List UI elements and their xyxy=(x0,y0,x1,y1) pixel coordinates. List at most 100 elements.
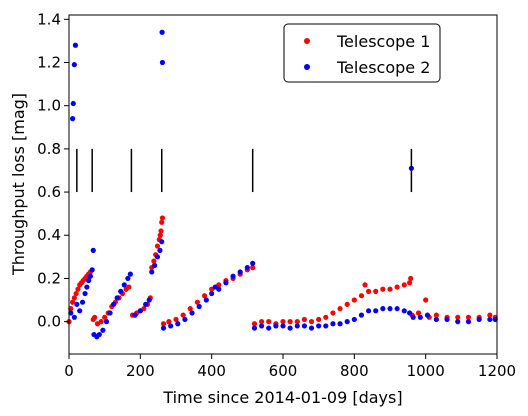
series-2-point-8 xyxy=(79,299,86,305)
series-2-point-47 xyxy=(216,286,222,292)
series-2-point-41 xyxy=(182,316,188,323)
series-1-point-55 xyxy=(259,319,265,325)
series-1-point-32 xyxy=(151,258,157,264)
y-tick-label-3: 0.6 xyxy=(37,183,61,201)
series-2-point-11 xyxy=(86,277,92,284)
series-1-point-36 xyxy=(157,232,163,238)
series-2-point-10 xyxy=(84,284,90,290)
series-2-point-78 xyxy=(417,314,423,320)
y-tick-label-4: 0.8 xyxy=(37,140,61,158)
series-1-point-40 xyxy=(160,321,167,327)
series-2-point-77 xyxy=(410,314,416,320)
series-2-point-31 xyxy=(149,269,155,275)
series-2-point-17 xyxy=(96,331,102,338)
series-2-point-79 xyxy=(424,312,431,318)
series-2-point-20 xyxy=(107,310,113,316)
series-1-point-44 xyxy=(187,306,193,312)
x-tick-label-2: 400 xyxy=(197,362,226,380)
vertical-markers xyxy=(76,148,413,193)
series-1-point-78 xyxy=(408,275,414,282)
series-2-point-54 xyxy=(259,323,265,329)
series-2-point-58 xyxy=(287,325,293,331)
series-2-point-64 xyxy=(330,321,336,327)
series-1-point-86 xyxy=(465,314,472,320)
x-tick-label-1: 200 xyxy=(126,362,155,380)
series-2-point-48 xyxy=(223,280,229,286)
series-2-point-0 xyxy=(69,116,76,122)
series-1-point-64 xyxy=(323,314,329,320)
y-tick-label-0: 0.0 xyxy=(37,313,61,331)
x-tick-label-0: 0 xyxy=(64,362,74,380)
series-1-point-70 xyxy=(362,282,368,288)
series-2-point-12 xyxy=(87,273,93,279)
series-2-point-42 xyxy=(189,310,195,316)
series-2-point-65 xyxy=(337,321,343,327)
series-2-point-61 xyxy=(308,325,315,331)
series-1-point-65 xyxy=(330,310,336,316)
series-2-point-45 xyxy=(209,290,215,297)
series-2-point-32 xyxy=(152,262,158,269)
x-axis-label: Time since 2014-01-09 [days] xyxy=(162,388,402,407)
series-1-point-88 xyxy=(487,312,493,318)
series-2-point-44 xyxy=(203,297,209,303)
series-1-point-85 xyxy=(455,314,461,320)
series-2-point-81 xyxy=(444,316,450,323)
series-2-point-1 xyxy=(70,100,76,107)
y-tick-label-2: 0.4 xyxy=(37,226,61,244)
series-1-point-17 xyxy=(102,314,108,320)
series-2-point-13 xyxy=(89,267,95,273)
series-1-point-68 xyxy=(351,297,357,303)
series-2-point-21 xyxy=(110,301,117,307)
series-2-point-2 xyxy=(71,62,77,68)
y-axis: 0.0 0.2 0.4 0.6 0.8 1.0 1.2 1.4 xyxy=(37,10,69,331)
series-2-point-70 xyxy=(373,308,379,314)
legend: Telescope 1 Telescope 2 xyxy=(283,23,441,83)
series-2-point-75 xyxy=(407,310,413,316)
series-1-point-60 xyxy=(294,319,300,325)
legend-marker-telescope-2 xyxy=(304,64,310,70)
series-2-point-43 xyxy=(196,303,202,310)
y-tick-label-1: 0.2 xyxy=(37,269,61,287)
series-2-point-34 xyxy=(157,247,163,253)
series-2-point-5 xyxy=(71,314,77,320)
series-2-point-55 xyxy=(266,325,272,331)
series-1-point-4 xyxy=(73,290,79,297)
series-1-point-39 xyxy=(159,215,166,221)
series-2-point-72 xyxy=(387,306,393,312)
series-1-point-83 xyxy=(433,312,439,318)
x-tick-label-4: 800 xyxy=(340,362,369,380)
series-2-point-38 xyxy=(160,325,167,331)
series-2-point-22 xyxy=(114,295,120,301)
series-2-point-56 xyxy=(273,323,279,329)
series-2-point-57 xyxy=(280,323,286,329)
series-2-point-68 xyxy=(358,312,365,318)
series-1-point-73 xyxy=(380,286,386,292)
series-2-point-36 xyxy=(159,29,165,35)
series-2-point-23 xyxy=(118,288,124,294)
series-2-point-60 xyxy=(301,323,307,329)
series-1-point-81 xyxy=(423,297,429,303)
series-1-point-14 xyxy=(92,314,98,320)
series-2-point-39 xyxy=(168,323,174,329)
y-tick-label-5: 1.0 xyxy=(37,97,61,115)
legend-label-telescope-1: Telescope 1 xyxy=(336,32,430,51)
series-2-point-37 xyxy=(159,59,166,66)
series-2-point-85 xyxy=(487,316,493,323)
series-2-point-49 xyxy=(230,273,236,279)
series-2-point-63 xyxy=(323,323,329,329)
x-tick-label-5: 1000 xyxy=(407,362,445,380)
series-1-point-3 xyxy=(71,295,77,301)
series-1-point-75 xyxy=(394,284,400,290)
y-axis-label: Throughput loss [mag] xyxy=(9,93,28,276)
series-1-point-24 xyxy=(126,284,132,290)
series-2-point-80 xyxy=(433,316,439,323)
series-1-point-80 xyxy=(415,310,422,316)
series-2-point-71 xyxy=(380,306,386,312)
series-2 xyxy=(68,29,498,340)
legend-label-telescope-2: Telescope 2 xyxy=(336,58,430,77)
series-1-point-45 xyxy=(194,299,200,305)
series-2-point-74 xyxy=(401,308,407,314)
series-2-point-25 xyxy=(125,275,131,282)
series-2-point-7 xyxy=(77,308,83,314)
